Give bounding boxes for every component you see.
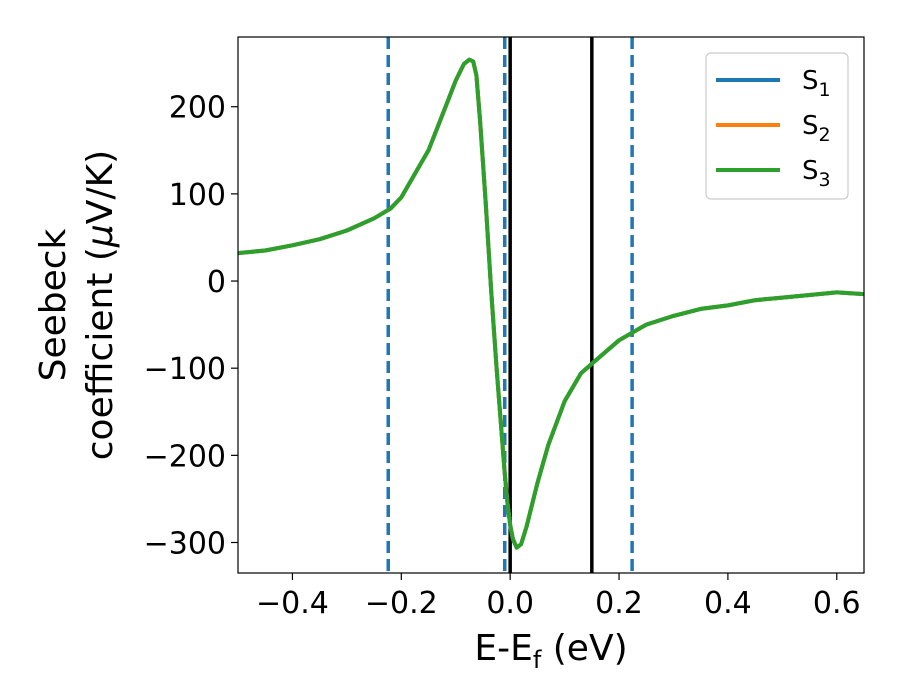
x-axis-label: E-Ef (eV)	[474, 628, 627, 674]
x-tick-label: −0.4	[256, 586, 329, 621]
legend-label-S1: S1	[802, 66, 831, 101]
legend-label-S2: S2	[802, 111, 831, 146]
y-axis-label-line2: coefficient (μV/K)	[80, 150, 121, 460]
x-tick-label: 0.4	[704, 586, 752, 621]
y-axis-label: Seebeck coefficient (μV/K)	[33, 150, 121, 460]
x-tick-label: 0.6	[813, 586, 861, 621]
y-tick-label: −300	[144, 526, 226, 561]
series-lines	[238, 57, 864, 550]
x-axis: −0.4 −0.2 0.0 0.2 0.4 0.6	[256, 573, 861, 621]
y-tick-label: −100	[144, 352, 226, 387]
legend-label-S3: S3	[802, 156, 831, 191]
y-tick-label: 200	[169, 91, 226, 126]
x-tick-label: 0.0	[486, 586, 534, 621]
y-tick-label: −200	[144, 439, 226, 474]
x-tick-label: 0.2	[595, 586, 643, 621]
plot-frame	[237, 36, 865, 574]
reference-lines	[386, 37, 634, 573]
series-line-S3	[238, 57, 864, 550]
x-tick-label: −0.2	[365, 586, 438, 621]
legend: S1 S2 S3	[705, 52, 849, 200]
y-axis-label-line1: Seebeck	[33, 228, 74, 381]
y-tick-label: 100	[169, 178, 226, 213]
y-tick-label: 0	[207, 265, 226, 300]
y-axis: 200 100 0 −100 −200 −300	[144, 91, 238, 561]
